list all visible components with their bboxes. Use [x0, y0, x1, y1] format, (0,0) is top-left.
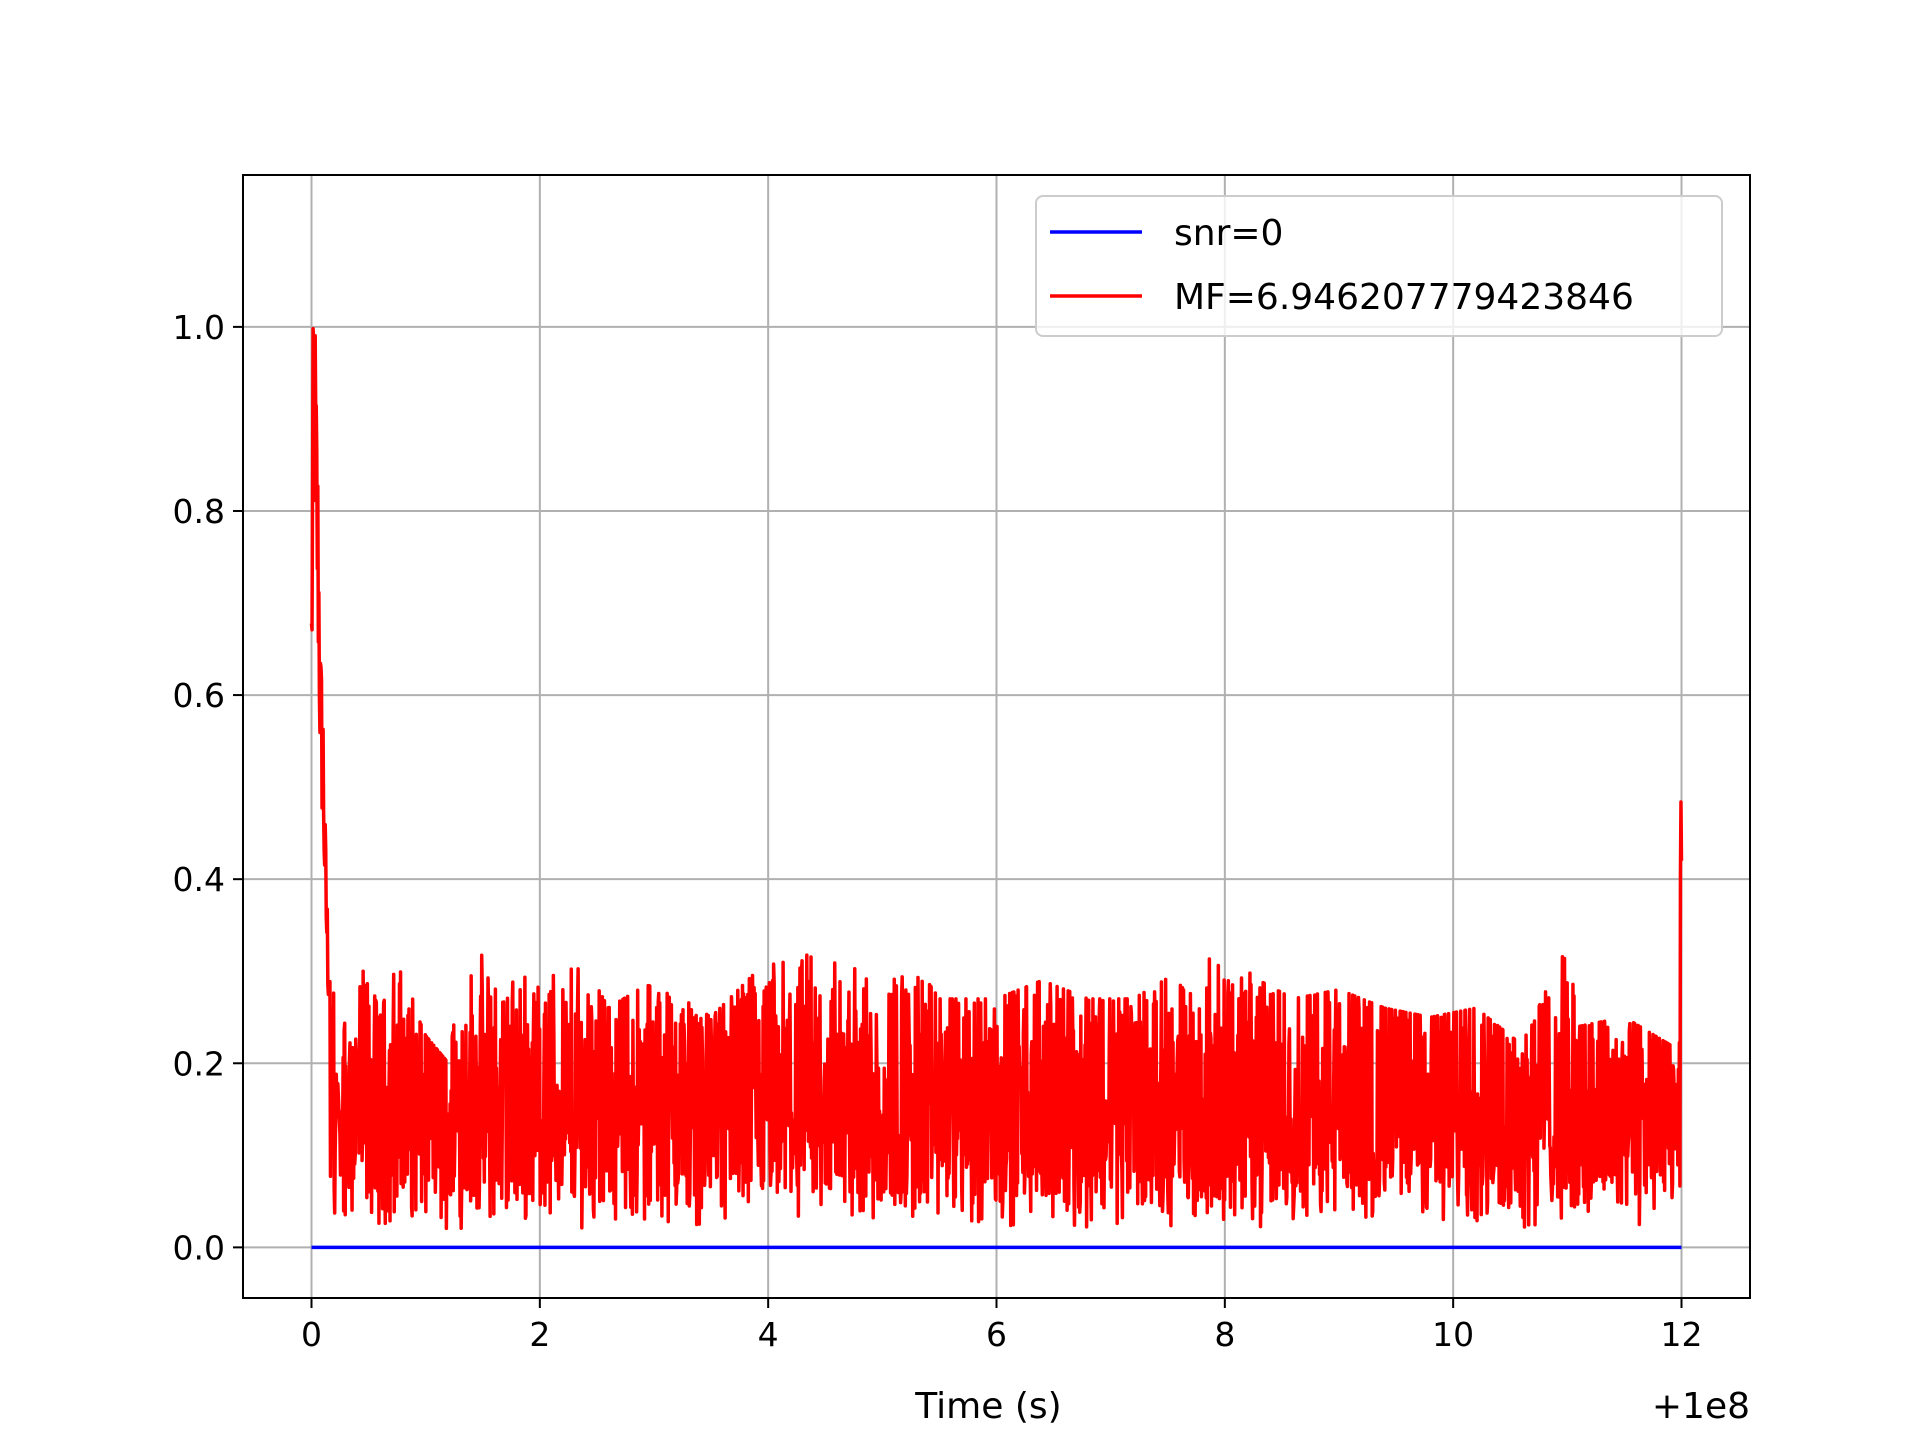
- ticks: 0 2 4 6 8 10 12 0.0 0.2 0.4 0.6 0.8 1.0: [173, 308, 1703, 1354]
- x-tick-label: 2: [529, 1315, 550, 1354]
- x-tick-label: 0: [301, 1315, 322, 1354]
- plot-area: [309, 326, 1684, 1250]
- x-tick-label: 6: [986, 1315, 1007, 1354]
- legend-box: [1035, 195, 1723, 337]
- y-tick-label: 0.8: [173, 492, 225, 531]
- series-line-mf: [309, 326, 1684, 1231]
- legend-label: MF=6.946207779423846: [1174, 277, 1634, 318]
- y-tick-label: 1.0: [173, 308, 225, 347]
- y-tick-label: 0.6: [173, 676, 225, 715]
- x-tick-label: 12: [1661, 1315, 1703, 1354]
- y-tick-label: 0.2: [173, 1044, 225, 1083]
- y-tick-label: 0.0: [173, 1228, 225, 1267]
- x-axis-offset-label: +1e8: [1652, 1386, 1750, 1427]
- x-tick-label: 4: [758, 1315, 779, 1354]
- y-tick-label: 0.4: [173, 860, 225, 899]
- legend-label: snr=0: [1174, 213, 1283, 254]
- legend: snr=0 MF=6.946207779423846: [1035, 195, 1723, 337]
- x-tick-label: 10: [1432, 1315, 1474, 1354]
- x-tick-label: 8: [1214, 1315, 1235, 1354]
- x-axis-label: Time (s): [914, 1386, 1061, 1427]
